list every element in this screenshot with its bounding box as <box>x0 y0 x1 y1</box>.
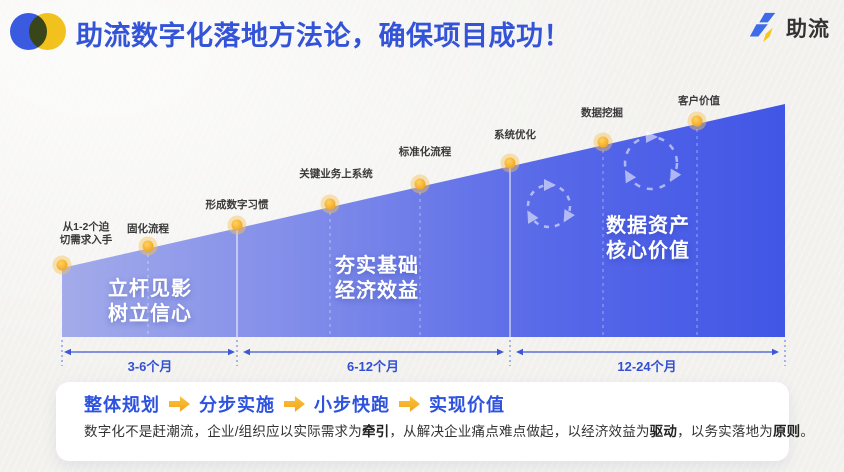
cycle-arrows-icon <box>623 131 682 191</box>
description-segment: 。 <box>800 424 815 439</box>
right-arrow-icon <box>399 396 420 412</box>
description-text: 数字化不是赶潮流，企业/组织应以实际需求为牵引，从解决企业痛点难点做起，以经济效… <box>84 420 814 440</box>
summary-card: 整体规划 分步实施 小步快跑 实现价值 数字化不是赶潮流，企业/组织应以实际需求… <box>56 382 814 461</box>
step-label: 整体规划 <box>84 395 160 415</box>
slide-bullet-logo <box>10 13 68 51</box>
milestone-dot <box>410 174 430 194</box>
description-keyword: 牵引 <box>361 424 390 439</box>
phase-title: 夯实基础 经济效益 <box>335 255 419 302</box>
milestone-dots <box>52 111 707 275</box>
description-segment: 数字化不是赶潮流，企业/组织应以实际需求为 <box>84 424 362 439</box>
milestone-label: 从1-2个迫 切需求入手 <box>59 221 113 246</box>
phase-duration: 12-24个月 <box>617 359 677 374</box>
milestone-dot <box>687 111 707 131</box>
yellow-circle-icon <box>29 13 66 50</box>
brand-name: 助流 <box>786 18 830 41</box>
phase-title: 数据资产 核心价值 <box>606 215 690 262</box>
phase-title: 立杆见影 树立信心 <box>108 278 192 325</box>
milestone-label: 数据挖掘 <box>581 107 623 119</box>
phase-duration: 6-12个月 <box>346 359 400 374</box>
phase-duration: 3-6个月 <box>127 359 173 374</box>
milestone-dot <box>138 236 158 256</box>
right-arrow-icon <box>169 396 190 412</box>
description-keyword: 驱动 <box>649 424 678 439</box>
milestone-label: 客户价值 <box>678 95 720 107</box>
right-arrow-icon <box>284 396 305 412</box>
brand-lightning-icon <box>749 12 776 43</box>
ramp-polygon <box>62 104 785 337</box>
milestone-dot <box>593 132 613 152</box>
step-label: 实现价值 <box>429 395 505 415</box>
step-label: 小步快跑 <box>314 395 390 415</box>
milestone-label: 固化流程 <box>127 223 169 235</box>
milestone-dot <box>52 255 72 275</box>
page-title: 助流数字化落地方法论，确保项目成功！ <box>76 21 571 51</box>
milestone-label: 关键业务上系统 <box>299 168 373 180</box>
description-keyword: 原则 <box>772 424 801 439</box>
duration-arrows <box>61 340 786 366</box>
milestone-dot <box>500 153 520 173</box>
methodology-steps: 整体规划 分步实施 小步快跑 实现价值 <box>84 391 505 417</box>
description-segment: ，从解决企业痛点难点做起，以经济效益为 <box>389 424 650 439</box>
milestone-dot <box>320 194 340 214</box>
milestone-label: 系统优化 <box>494 129 536 141</box>
description-segment: ，以务实落地为 <box>677 424 773 439</box>
milestone-dot <box>227 215 247 235</box>
milestone-label: 形成数字习惯 <box>205 199 269 211</box>
milestone-drop-lines <box>147 129 698 337</box>
brand-logo: 助流 <box>747 11 830 45</box>
step-label: 分步实施 <box>199 395 275 415</box>
cycle-arrows-icon <box>526 179 575 229</box>
milestone-label: 标准化流程 <box>398 146 452 158</box>
